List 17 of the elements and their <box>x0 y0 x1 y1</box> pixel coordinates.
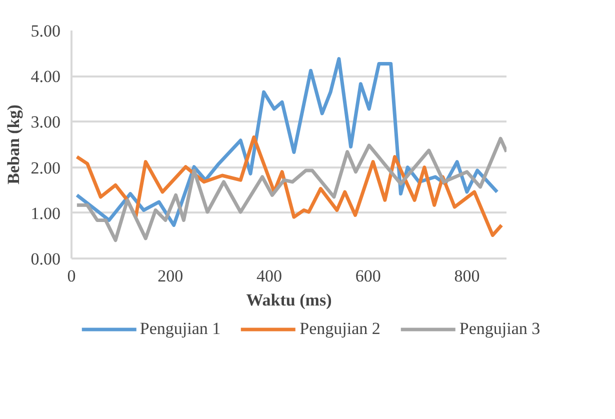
y-tick-label: 3.00 <box>30 112 60 132</box>
y-tick-label: 4.00 <box>30 67 60 86</box>
y-tick-label: 1.00 <box>30 204 60 223</box>
x-tick-label: 600 <box>355 266 381 286</box>
y-axis-title: Beban (kg) <box>4 104 23 184</box>
x-tick-label: 200 <box>158 266 184 286</box>
x-tick-label: 400 <box>256 266 282 286</box>
line-series <box>75 57 499 227</box>
y-tick-label: 5.00 <box>30 22 60 40</box>
legend-label: Pengujian 2 <box>300 319 380 339</box>
x-tick-label: 800 <box>454 266 480 286</box>
y-tick-label: 2.00 <box>30 158 60 178</box>
x-axis-title: Waktu (ms) <box>246 290 332 310</box>
x-tick-label: 0 <box>67 266 76 286</box>
legend-label: Pengujian 1 <box>140 319 221 339</box>
y-tick-label: 0.00 <box>30 250 60 268</box>
legend-label: Pengujian 3 <box>459 319 540 339</box>
